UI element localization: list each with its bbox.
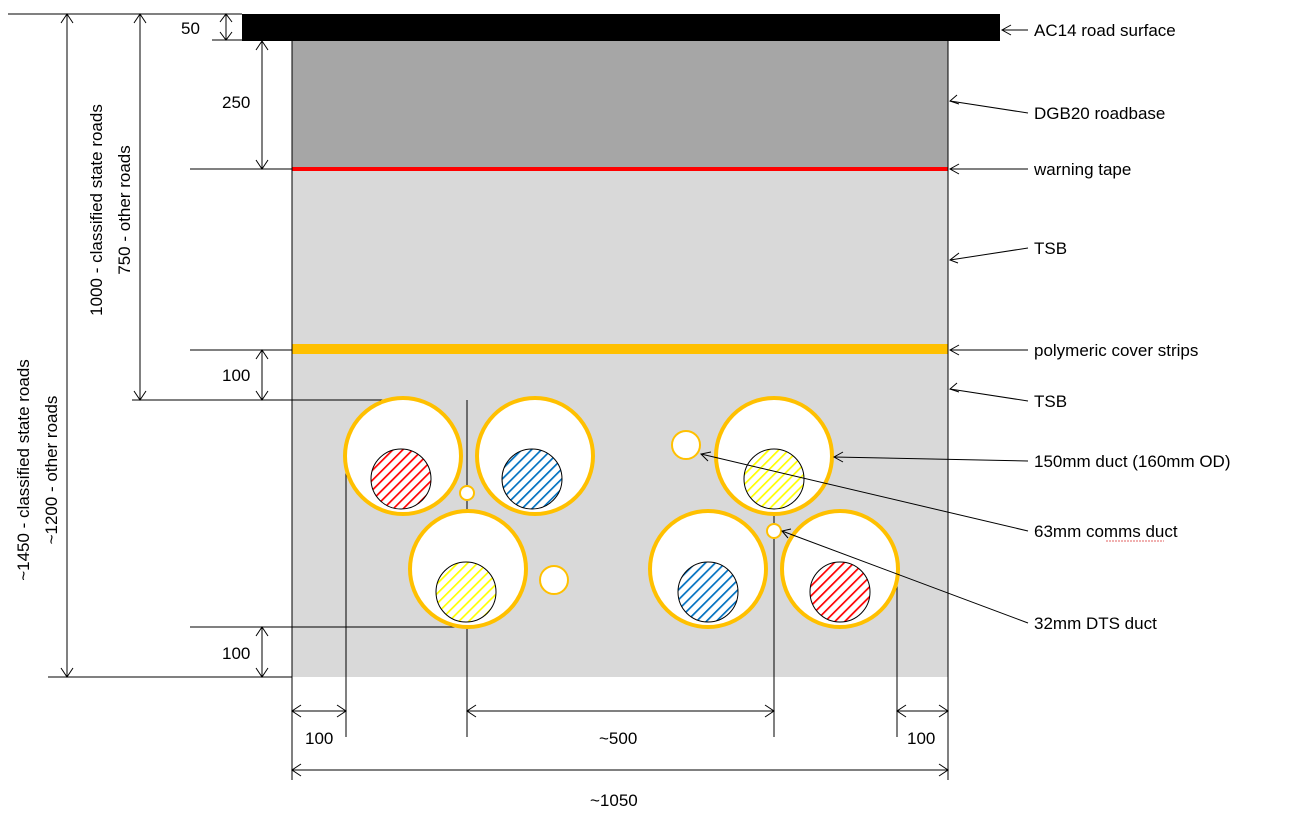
dim-total-width: ~1050 (590, 791, 638, 810)
dim-total-depth: ~1450 - classified state roads ~1200 - o… (14, 359, 61, 581)
dim-cover-depth-line1: 1000 - classified state roads (87, 104, 106, 316)
cable-red (370, 448, 432, 510)
duct-group-right (648, 396, 900, 629)
comms-duct (539, 565, 569, 595)
dim-surface: 50 (181, 19, 200, 38)
dim-cover-depth-line2: 750 - other roads (115, 145, 134, 274)
cable-red (809, 561, 871, 623)
label-roadbase: DGB20 roadbase (1034, 104, 1165, 123)
label-warning-tape: warning tape (1033, 160, 1131, 179)
dim-centre-spacing: ~500 (599, 729, 637, 748)
reference-lines (8, 13, 949, 780)
label-comms-duct: 63mm comms duct (1034, 522, 1178, 541)
dim-total-depth-line2: ~1200 - other roads (42, 396, 61, 545)
road-surface-layer (242, 14, 1000, 41)
label-main-duct: 150mm duct (160mm OD) (1034, 452, 1231, 471)
warning-tape-line (292, 167, 948, 171)
cable-blue (501, 448, 563, 510)
label-road-surface: AC14 road surface (1034, 21, 1176, 40)
dim-total-depth-line1: ~1450 - classified state roads (14, 359, 33, 581)
callout-leaders (699, 24, 1029, 624)
label-tsb-lower: TSB (1034, 392, 1067, 411)
cable-blue (677, 561, 739, 623)
dim-cover-gap: 100 (222, 366, 250, 385)
cable-yellow (435, 561, 497, 623)
dimension-arrows (60, 13, 949, 777)
dim-cover-depth: 1000 - classified state roads 750 - othe… (87, 104, 134, 316)
label-cover-strips: polymeric cover strips (1034, 341, 1198, 360)
dim-left-offset: 100 (305, 729, 333, 748)
dts-duct (766, 523, 782, 539)
cable-yellow (743, 448, 805, 510)
polymeric-cover-strip (292, 344, 948, 354)
duct-group-left (343, 396, 595, 629)
roadbase-layer (292, 40, 948, 169)
label-dts-duct: 32mm DTS duct (1034, 614, 1157, 633)
dim-roadbase: 250 (222, 93, 250, 112)
label-tsb-upper: TSB (1034, 239, 1067, 258)
dts-duct (459, 485, 475, 501)
comms-duct (671, 430, 701, 460)
dim-right-offset: 100 (907, 729, 935, 748)
dim-bottom-gap: 100 (222, 644, 250, 663)
